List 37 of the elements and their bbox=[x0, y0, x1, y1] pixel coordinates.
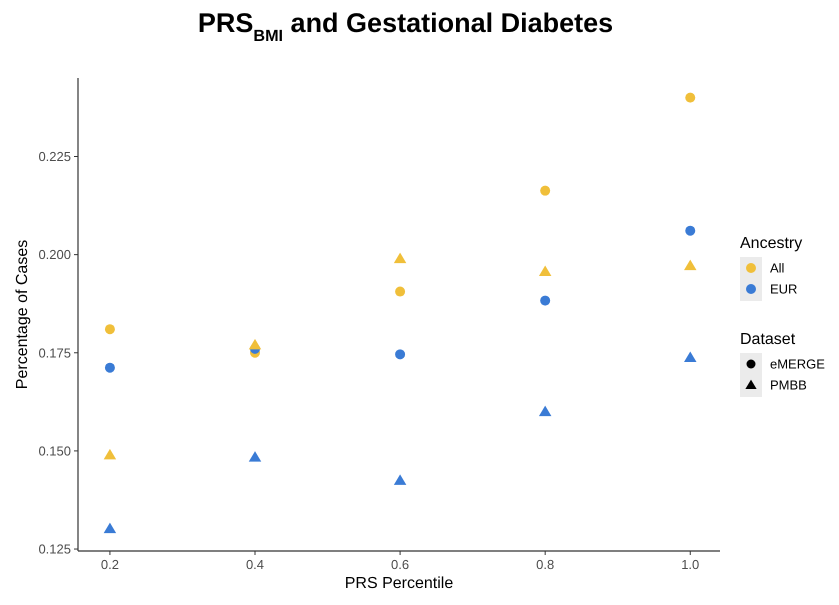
point bbox=[394, 252, 406, 264]
point bbox=[104, 324, 115, 334]
point bbox=[685, 226, 696, 236]
point bbox=[104, 522, 116, 534]
x-tick-label: 0.4 bbox=[246, 557, 264, 572]
x-tick-label: 0.2 bbox=[100, 557, 119, 572]
text: PMBB bbox=[770, 378, 807, 393]
chart-title: PRS$_{BMI}$ and Gestational Diabetes bbox=[198, 8, 614, 45]
point bbox=[395, 349, 406, 360]
legend-label: All bbox=[770, 260, 785, 276]
y-tick-label: 0.225 bbox=[38, 149, 71, 164]
x-tick-label: 0.6 bbox=[391, 557, 410, 572]
x-axis-title: PRS Percentile bbox=[344, 575, 454, 592]
x-tick-label: 0.8 bbox=[536, 557, 554, 572]
point bbox=[685, 92, 696, 103]
point bbox=[538, 266, 552, 276]
point bbox=[104, 448, 116, 460]
legend-label: EUR bbox=[770, 282, 798, 297]
text: Dataset bbox=[740, 331, 796, 348]
point bbox=[540, 296, 550, 306]
point bbox=[248, 338, 262, 350]
point bbox=[395, 286, 406, 297]
y-tick-label: 0.150 bbox=[38, 443, 71, 458]
y-tick-label: 0.125 bbox=[38, 542, 71, 557]
point bbox=[540, 186, 550, 196]
text: eMERGE bbox=[770, 356, 826, 372]
point bbox=[104, 362, 115, 373]
point bbox=[684, 260, 697, 270]
point bbox=[248, 451, 262, 462]
point bbox=[684, 351, 697, 362]
y-tick-label: 0.200 bbox=[38, 247, 71, 262]
point bbox=[538, 406, 552, 416]
point bbox=[394, 474, 406, 485]
y-axis-title: Percentage of Cases bbox=[14, 240, 31, 390]
legend-title: Ancestry bbox=[740, 235, 802, 252]
y-tick-label: 0.175 bbox=[38, 345, 71, 360]
x-tick-label: 1.0 bbox=[681, 557, 700, 572]
